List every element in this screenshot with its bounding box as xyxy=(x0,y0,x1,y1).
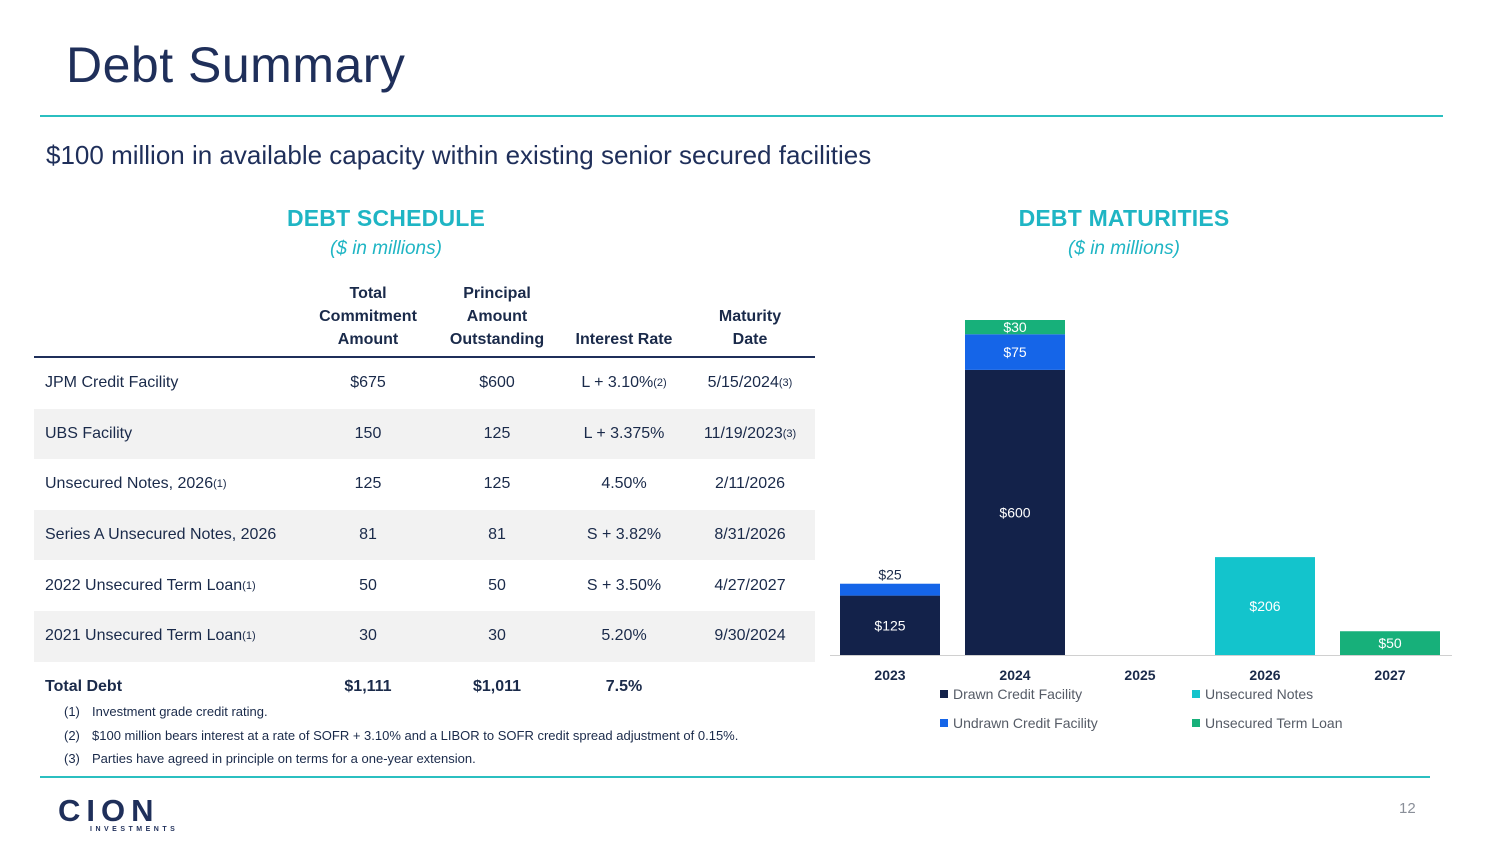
debt-schedule-table: Total Commitment Amount Principal Amount… xyxy=(34,284,815,712)
debt-maturities-title: DEBT MATURITIES xyxy=(1018,205,1230,231)
table-row-total: Total Debt $1,111 $1,011 7.5% xyxy=(34,662,815,713)
legend-swatch xyxy=(940,690,948,698)
table-body: JPM Credit Facility $675 $600 L + 3.10% (2) 5… xyxy=(34,358,815,712)
principal-amount: $600 xyxy=(479,374,515,392)
logo-wordmark: CION xyxy=(58,793,160,828)
debt-maturities-heading: DEBT MATURITIES ($ in millions) xyxy=(965,205,1283,260)
header-principal: Principal Amount Outstanding xyxy=(449,285,545,348)
table-row: Series A Unsecured Notes, 2026 81 81 S + 3.… xyxy=(34,509,815,561)
table-row: 2021 Unsecured Term Loan (1) 30 30 5.20% 9/30… xyxy=(34,610,815,662)
principal-amount: 50 xyxy=(488,576,506,594)
x-tick-label: 2027 xyxy=(1374,667,1405,683)
header-interest-rate: Interest Rate xyxy=(575,331,673,348)
total-label: Total Debt xyxy=(45,677,123,695)
x-tick-label: 2026 xyxy=(1249,667,1280,683)
data-label: $600 xyxy=(999,504,1030,520)
interest-rate: L + 3.375% xyxy=(583,424,665,442)
data-label: $206 xyxy=(1249,598,1280,614)
facility-name: 2021 Unsecured Term Loan (1) xyxy=(45,627,256,645)
footnote: (1) Investment grade credit rating. xyxy=(64,704,268,719)
commitment-amount: 50 xyxy=(359,576,377,594)
footnotes: (1) Investment grade credit rating. (2) $1… xyxy=(64,704,738,775)
data-label: $50 xyxy=(1378,635,1402,651)
logo-subtext: INVESTMENTS xyxy=(90,826,179,833)
legend-label: Unsecured Term Loan xyxy=(1205,715,1342,731)
data-label: $75 xyxy=(1003,344,1027,360)
title-divider xyxy=(40,115,1443,117)
footnote: (3) Parties have agreed in principle on t… xyxy=(64,751,476,766)
principal-amount: 81 xyxy=(488,526,506,544)
facility-name: Series A Unsecured Notes, 2026 xyxy=(45,526,277,544)
debt-schedule-heading: DEBT SCHEDULE ($ in millions) xyxy=(230,205,542,260)
bar-segment xyxy=(840,595,940,655)
interest-rate: 5.20% xyxy=(601,627,647,645)
header-total-commitment: Total Commitment Amount xyxy=(319,285,417,348)
maturity-date: 11/19/2023 (3) xyxy=(703,424,797,442)
principal-amount: 125 xyxy=(483,475,511,493)
data-label: $125 xyxy=(874,617,905,633)
total-rate: 7.5% xyxy=(605,677,643,695)
facility-name: Unsecured Notes, 2026 (1) xyxy=(45,475,227,493)
legend-swatch xyxy=(1192,690,1200,698)
bar-segment xyxy=(1340,631,1440,655)
debt-schedule-title: DEBT SCHEDULE xyxy=(286,205,486,231)
facility-name: 2022 Unsecured Term Loan (1) xyxy=(45,576,256,594)
total-commitment: $1,111 xyxy=(344,677,392,695)
debt-maturities-units: ($ in millions) xyxy=(1068,238,1180,259)
facility-name: JPM Credit Facility xyxy=(45,374,179,392)
table-row: UBS Facility 150 125 L + 3.375% 11/19/2023 (3… xyxy=(34,408,815,460)
commitment-amount: 125 xyxy=(354,475,382,493)
facility-name: UBS Facility xyxy=(45,424,133,442)
interest-rate: S + 3.82% xyxy=(586,526,662,544)
maturity-date: 4/27/2027 xyxy=(714,576,786,594)
principal-amount: 125 xyxy=(483,424,511,442)
table-row: 2022 Unsecured Term Loan (1) 50 50 S + 3.50%… xyxy=(34,560,815,611)
commitment-amount: 30 xyxy=(359,627,377,645)
maturity-date: 5/15/2024 (3) xyxy=(707,374,793,392)
maturity-date: 9/30/2024 xyxy=(714,627,786,645)
table-row: JPM Credit Facility $675 $600 L + 3.10% (2) 5… xyxy=(34,358,815,409)
total-principal: $1,011 xyxy=(472,677,522,695)
interest-rate: L + 3.10% (2) xyxy=(581,374,667,392)
bar-segment xyxy=(1215,557,1315,655)
bar-segment xyxy=(840,583,940,596)
interest-rate: 4.50% xyxy=(601,475,647,493)
bar-segment xyxy=(965,320,1065,335)
interest-rate: S + 3.50% xyxy=(586,576,662,594)
legend-label: Undrawn Credit Facility xyxy=(953,715,1098,731)
legend-label: Unsecured Notes xyxy=(1205,686,1313,702)
debt-maturities-chart: $125 $25 2023 $600 $75 $30 2024 2025 $206 2026 $50… xyxy=(830,320,1452,731)
principal-amount: 30 xyxy=(488,627,506,645)
maturity-date: 8/31/2026 xyxy=(714,526,786,544)
commitment-amount: 150 xyxy=(354,424,382,442)
x-tick-label: 2025 xyxy=(1124,667,1155,683)
table-row: Unsecured Notes, 2026 (1) 125 125 4.50% 2/11/… xyxy=(34,459,815,510)
commitment-amount: 81 xyxy=(359,526,377,544)
commitment-amount: $675 xyxy=(350,374,386,392)
page-subtitle: $100 million in available capacity withi… xyxy=(46,140,872,170)
x-tick-label: 2023 xyxy=(874,667,905,683)
legend-swatch xyxy=(940,719,948,727)
table-header: Total Commitment Amount Principal Amount… xyxy=(34,284,815,358)
footer-divider xyxy=(40,776,1430,778)
data-label: $30 xyxy=(1003,320,1027,335)
legend-swatch xyxy=(1192,719,1200,727)
footnote: (2) $100 million bears interest at a rate… xyxy=(64,727,739,743)
page-title: Debt Summary xyxy=(66,37,406,93)
legend-label: Drawn Credit Facility xyxy=(953,686,1082,702)
debt-schedule-units: ($ in millions) xyxy=(330,238,442,259)
x-tick-label: 2024 xyxy=(999,667,1030,683)
bar-segment xyxy=(965,334,1065,370)
cion-logo: CION INVESTMENTS xyxy=(58,793,178,833)
bar-segment xyxy=(965,369,1065,655)
data-label: $25 xyxy=(878,567,902,583)
header-maturity-date: Maturity Date xyxy=(718,308,782,348)
page-number: 12 xyxy=(1399,800,1416,817)
maturity-date: 2/11/2026 xyxy=(715,475,785,493)
